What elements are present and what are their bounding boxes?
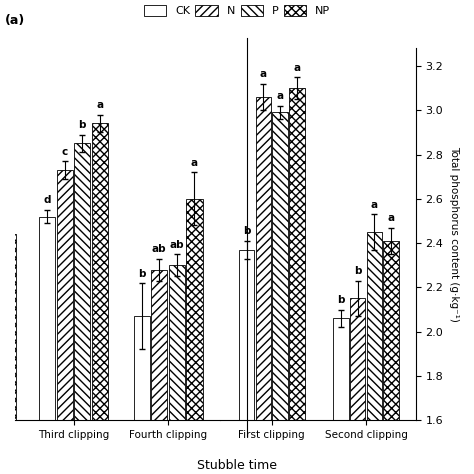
Bar [74,144,91,474]
Text: b: b [243,227,250,237]
Text: b: b [337,295,345,305]
Bar [367,232,382,474]
Bar [239,250,255,474]
Bar [57,170,73,474]
Text: ab: ab [152,244,167,254]
Text: a: a [191,158,198,168]
Text: b: b [354,266,362,276]
Legend: CK, N, P, NP: CK, N, P, NP [139,1,335,21]
Text: a: a [260,69,267,79]
Bar [39,217,55,474]
Bar [0,234,16,474]
Bar [350,299,365,474]
Bar [134,316,150,474]
Text: a: a [388,213,395,223]
Text: b: b [79,120,86,130]
Bar [151,270,167,474]
Bar [169,265,185,474]
Text: ab: ab [170,240,184,250]
Bar [255,97,271,474]
Text: a: a [293,63,301,73]
Y-axis label: Total phosphorus content (g·kg⁻¹): Total phosphorus content (g·kg⁻¹) [449,146,459,322]
Text: a: a [276,91,284,101]
Bar [273,112,288,474]
Text: a: a [371,200,378,210]
Text: d: d [44,195,51,205]
Text: a: a [96,100,103,110]
Bar [92,124,108,474]
Text: (a): (a) [5,14,25,27]
Bar [186,199,202,474]
Bar [333,319,349,474]
Text: Stubble time: Stubble time [197,459,277,472]
Bar [383,241,399,474]
Text: b: b [138,269,146,279]
Bar [289,88,305,474]
Text: c: c [62,147,68,157]
